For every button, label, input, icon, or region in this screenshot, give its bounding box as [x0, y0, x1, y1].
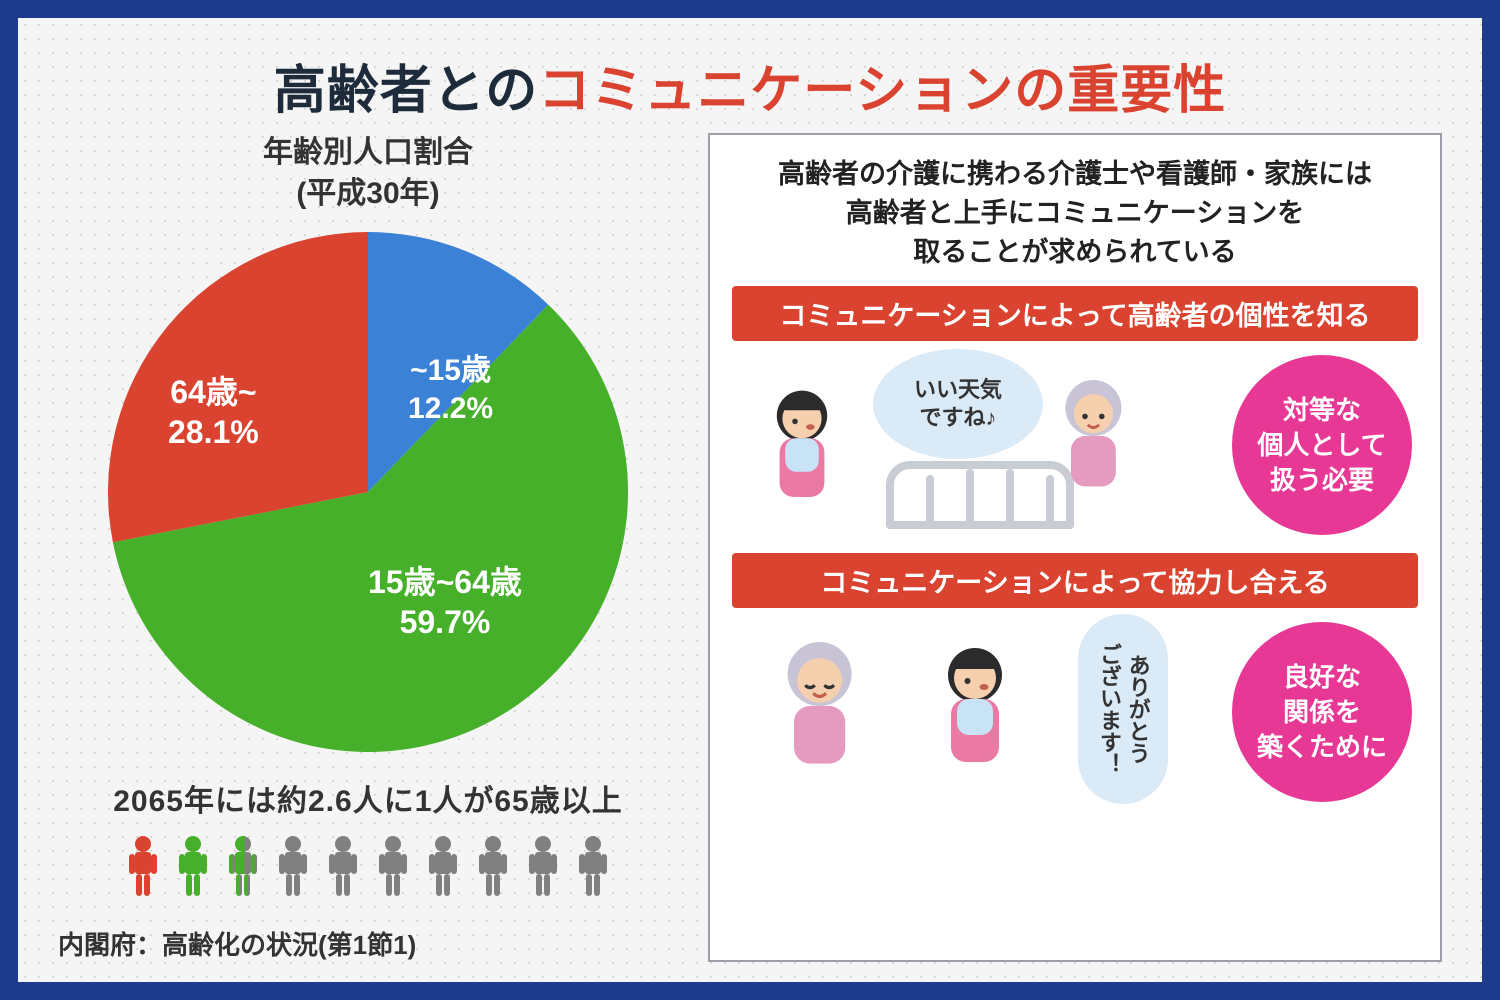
pie-label-under15: ~15歳12.2%: [408, 352, 493, 427]
title-part-2: コミュニケーションの重要性: [538, 62, 1226, 120]
content-row: 年齢別人口割合 (平成30年) ~15歳12.2% 15歳~64歳59.7% 64歳…: [58, 133, 1442, 962]
pie-chart: ~15歳12.2% 15歳~64歳59.7% 64歳~28.1%: [108, 232, 628, 752]
section-bar: コミュニケーションによって高齢者の個性を知る: [732, 286, 1418, 341]
person-icon: [473, 834, 513, 903]
title-part-1: 高齢者との: [274, 62, 538, 120]
pie-title-line1: 年齢別人口割合: [263, 136, 473, 169]
infographic-frame: 高齢者とのコミュニケーションの重要性 年齢別人口割合 (平成30年) ~15歳1…: [18, 18, 1482, 982]
info-sections: コミュニケーションによって高齢者の個性を知る いい天気ですね♪ 対等な個人として扱…: [732, 286, 1418, 820]
section-bar: コミュニケーションによって協力し合える: [732, 553, 1418, 608]
main-title: 高齢者とのコミュニケーションの重要性: [58, 48, 1442, 123]
info-box: 高齢者の介護に携わる介護士や看護師・家族には 高齢者と上手にコミュニケーションを…: [708, 133, 1442, 962]
speech-bubble: ありがとうございます！: [1078, 614, 1168, 804]
point-badge: 良好な関係を築くために: [1232, 622, 1412, 802]
pie-label-15to64: 15歳~64歳59.7%: [368, 562, 522, 642]
point-badge: 対等な個人として扱う必要: [1232, 355, 1412, 535]
right-column: 高齢者の介護に携わる介護士や看護師・家族には 高齢者と上手にコミュニケーションを…: [708, 133, 1442, 962]
forecast-text: 2065年には約2.6人に1人が65歳以上: [113, 776, 623, 820]
section-scene: ありがとうございます！ 良好な関係を築くために: [732, 608, 1418, 820]
pie-svg: [108, 232, 628, 752]
person-icon: [323, 834, 363, 903]
source-citation: 内閣府：高齢化の状況(第1節1): [58, 925, 416, 962]
person-icon: [223, 834, 263, 903]
scene-illustration: ありがとうございます！: [738, 612, 1222, 812]
left-column: 年齢別人口割合 (平成30年) ~15歳12.2% 15歳~64歳59.7% 64歳…: [58, 133, 678, 962]
person-icon: [273, 834, 313, 903]
pie-title: 年齢別人口割合 (平成30年): [263, 133, 473, 214]
section-scene: いい天気ですね♪ 対等な個人として扱う必要: [732, 341, 1418, 553]
person-icon: [523, 834, 563, 903]
person-icon: [423, 834, 463, 903]
info-intro: 高齢者の介護に携わる介護士や看護師・家族には 高齢者と上手にコミュニケーションを…: [732, 155, 1418, 272]
person-icon: [373, 834, 413, 903]
person-icon: [173, 834, 213, 903]
scene-illustration: いい天気ですね♪: [738, 345, 1222, 545]
person-icon: [573, 834, 613, 903]
pie-label-over64: 64歳~28.1%: [168, 372, 259, 452]
speech-bubble: いい天気ですね♪: [873, 349, 1043, 459]
people-icon-row: [123, 834, 613, 903]
pie-title-line2: (平成30年): [296, 177, 439, 210]
person-icon: [123, 834, 163, 903]
